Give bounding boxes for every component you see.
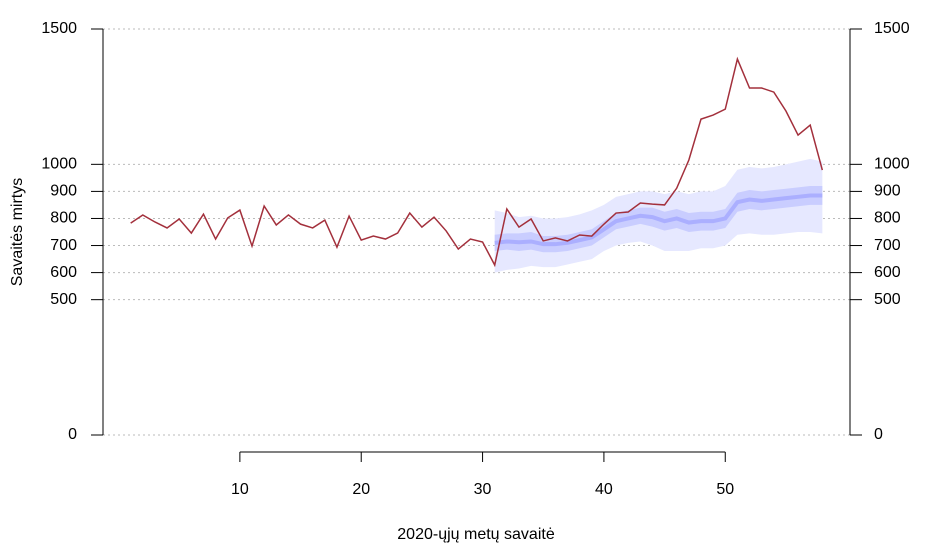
- x-tick-label: 50: [716, 481, 734, 498]
- y-tick-label: 800: [50, 210, 77, 227]
- y2-tick-label: 600: [874, 264, 901, 281]
- x-tick-label: 20: [352, 481, 370, 498]
- forecast-median: [494, 193, 823, 247]
- x-tick-label: 30: [474, 481, 492, 498]
- x-tick-label: 40: [595, 481, 613, 498]
- y-tick-label: 600: [50, 264, 77, 281]
- y-tick-label: 1500: [41, 20, 77, 37]
- y-tick-label: 500: [50, 291, 77, 308]
- y2-tick-label: 900: [874, 183, 901, 200]
- line: [130, 56, 824, 268]
- y-axis-label: Savaitės mirtys: [9, 178, 26, 286]
- x-axis-label: 2020-ųjų metų savaitė: [397, 526, 555, 543]
- y2-tick-label: 500: [874, 291, 901, 308]
- y2-tick-label: 1500: [874, 20, 910, 37]
- y2-tick-label: 700: [874, 237, 901, 254]
- y-tick-label: 0: [68, 426, 77, 443]
- y-tick-label: 1000: [41, 156, 77, 173]
- x-tick-label: 10: [231, 481, 249, 498]
- y2-tick-label: 1000: [874, 156, 910, 173]
- y2-tick-label: 800: [874, 210, 901, 227]
- y2-tick-label: 0: [874, 426, 883, 443]
- y-tick-label: 700: [50, 237, 77, 254]
- y-tick-label: 900: [50, 183, 77, 200]
